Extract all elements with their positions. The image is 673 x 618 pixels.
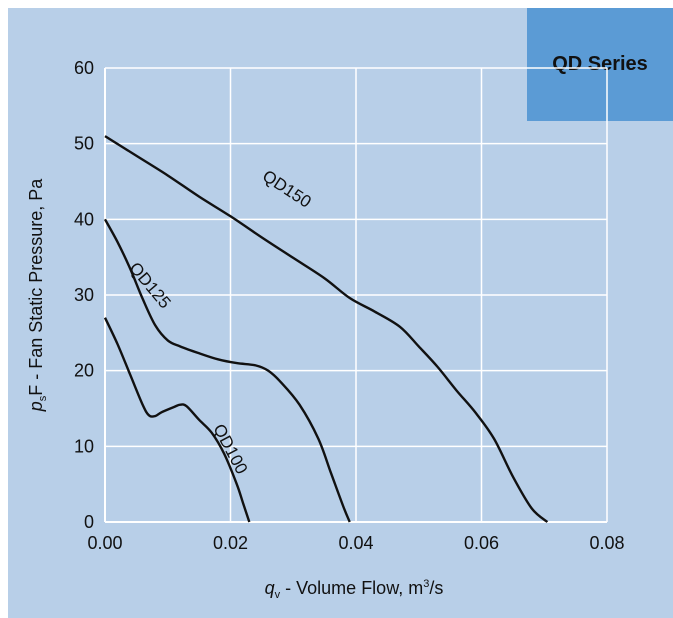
y-tick-label: 20 <box>74 361 94 381</box>
series-line-qd125 <box>103 218 351 523</box>
x-axis-label-text: - Volume Flow, m <box>280 578 423 598</box>
y-axis-label: psF - Fan Static Pressure, Pa <box>26 178 49 413</box>
x-axis-label-symbol: q <box>265 578 275 598</box>
curve-label-qd150: QD150 <box>259 166 315 211</box>
y-tick-label: 10 <box>74 436 94 456</box>
curve-label-qd100: QD100 <box>209 421 251 477</box>
series-badge: QD Series <box>527 8 673 121</box>
y-tick-label: 50 <box>74 134 94 154</box>
tick-labels: 0.00 0.02 0.04 0.06 0.08 0 10 20 30 40 50 60 <box>74 58 625 553</box>
series-line-qd100 <box>103 317 251 523</box>
x-tick-label: 0.00 <box>87 533 122 553</box>
series-lines <box>103 135 549 523</box>
y-tick-label: 40 <box>74 209 94 229</box>
x-axis-label-tail: /s <box>429 578 443 598</box>
x-axis-label-subscript: v <box>275 589 281 601</box>
y-axis-label-text: F - Fan Static Pressure, Pa <box>26 178 46 396</box>
x-axis-label: qv - Volume Flow, m3/s <box>265 578 444 601</box>
y-tick-label: 30 <box>74 285 94 305</box>
grid <box>104 67 608 523</box>
x-tick-label: 0.06 <box>464 533 499 553</box>
y-axis-label-symbol: p <box>26 401 46 412</box>
x-axis-label-superscript: 3 <box>423 578 429 590</box>
y-tick-label: 60 <box>74 58 94 78</box>
series-line-qd150 <box>104 135 549 523</box>
x-tick-label: 0.04 <box>338 533 373 553</box>
x-tick-label: 0.08 <box>589 533 624 553</box>
curve-label-qd125: QD125 <box>125 259 174 312</box>
series-badge-label: QD Series <box>552 53 648 75</box>
y-tick-label: 0 <box>84 512 94 532</box>
y-axis-label-subscript: s <box>37 395 49 401</box>
x-tick-label: 0.02 <box>213 533 248 553</box>
